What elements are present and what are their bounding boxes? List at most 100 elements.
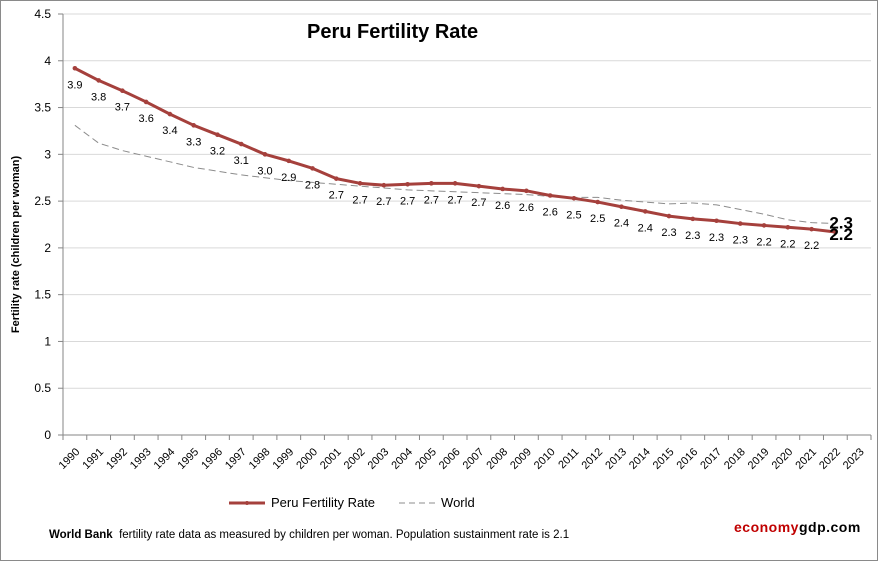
peru-point [524, 188, 529, 194]
y-tick-label: 2 [44, 241, 51, 255]
x-tick-label: 2016 [675, 446, 701, 472]
peru-data-label: 2.4 [638, 222, 653, 234]
peru-point [120, 88, 125, 94]
legend-peru-label: Peru Fertility Rate [271, 495, 376, 510]
x-tick-label: 1997 [223, 446, 249, 472]
x-tick-label: 2012 [579, 446, 605, 472]
peru-point [72, 65, 78, 71]
legend-peru-swatch [229, 500, 265, 505]
x-tick-label: 2002 [342, 446, 368, 472]
y-tick-label: 3 [44, 147, 51, 161]
peru-data-label: 2.3 [733, 235, 748, 247]
x-tick-label: 2007 [461, 446, 487, 472]
y-tick-label: 4.5 [34, 7, 51, 21]
peru-data-label: 2.9 [281, 172, 296, 184]
peru-data-label: 2.7 [400, 195, 415, 207]
x-tick-label: 2020 [770, 446, 796, 472]
peru-point [690, 216, 696, 222]
peru-point [357, 181, 363, 186]
x-tick-label: 2005 [413, 446, 439, 472]
peru-point [737, 221, 743, 226]
peru-point [286, 158, 292, 164]
peru-end-label: 2.2 [829, 225, 853, 244]
y-axis-label: Fertility rate (children per woman) [10, 156, 22, 334]
peru-data-label: 3.2 [210, 146, 225, 158]
peru-point [547, 193, 553, 198]
x-tick-label: 1992 [104, 446, 130, 472]
brand-logo: economygdp.com [734, 519, 861, 535]
peru-point [333, 176, 339, 181]
y-tick-label: 1.5 [34, 288, 51, 302]
y-tick-label: 3.5 [34, 101, 51, 115]
footer-note: World Bank fertility rate data as measur… [49, 529, 569, 541]
x-tick-label: 2021 [793, 446, 819, 472]
peru-point [833, 229, 838, 235]
brand-part1: economy [734, 519, 799, 535]
peru-data-label: 2.6 [495, 200, 510, 212]
x-tick-label: 2018 [722, 446, 748, 472]
peru-data-label: 2.2 [780, 238, 795, 250]
peru-point [476, 183, 482, 189]
x-tick-label: 2014 [627, 446, 653, 472]
x-tick-label: 2017 [698, 446, 724, 472]
peru-point [167, 111, 173, 117]
peru-point [238, 141, 244, 147]
peru-point [809, 226, 814, 232]
peru-data-label: 2.7 [329, 190, 344, 202]
peru-data-label: 3.9 [67, 79, 82, 91]
x-tick-label: 2015 [651, 446, 677, 472]
peru-point [761, 223, 767, 228]
peru-data-label: 2.2 [756, 236, 771, 248]
peru-data-label: 3.7 [115, 102, 130, 114]
peru-point [262, 152, 268, 157]
peru-data-label: 3.8 [91, 91, 106, 103]
world-line [74, 124, 836, 225]
x-tick-label: 2001 [318, 446, 344, 472]
peru-point [619, 204, 624, 210]
y-tick-label: 0 [44, 428, 51, 442]
x-tick-label: 1990 [57, 446, 83, 472]
peru-data-label: 3.0 [257, 165, 272, 177]
peru-data-label: 2.3 [661, 227, 676, 239]
peru-point [143, 99, 149, 105]
peru-data-label: 2.7 [376, 196, 391, 208]
peru-data-label: 2.7 [471, 197, 486, 209]
peru-point [666, 213, 672, 219]
peru-point [310, 166, 315, 171]
legend-world-label: World [441, 495, 475, 510]
peru-point [642, 209, 648, 214]
x-tick-label: 1999 [271, 446, 297, 472]
x-tick-label: 1993 [128, 446, 154, 472]
x-tick-label: 1991 [80, 446, 106, 472]
peru-data-label: 2.3 [709, 232, 724, 244]
peru-point [96, 78, 101, 83]
peru-point [452, 181, 458, 186]
peru-data-label: 2.5 [566, 209, 581, 221]
x-tick-label: 1994 [152, 446, 178, 472]
peru-point [500, 186, 505, 192]
brand-part2: gdp.com [798, 519, 861, 535]
peru-data-label: 3.1 [234, 155, 249, 167]
peru-data-label: 2.4 [614, 218, 629, 230]
peru-data-label: 2.6 [543, 206, 558, 218]
footer-source: World Bank [49, 529, 113, 541]
peru-point [215, 132, 220, 137]
peru-data-label: 2.7 [352, 194, 367, 206]
peru-point [405, 181, 410, 187]
x-tick-label: 2011 [556, 446, 581, 471]
x-tick-label: 2004 [389, 446, 415, 472]
peru-data-label: 2.7 [424, 194, 439, 206]
legend-world-swatch [399, 502, 436, 503]
peru-point [381, 182, 387, 188]
x-tick-label: 2023 [841, 446, 867, 472]
world-end-label: 2.3 [829, 214, 853, 233]
x-tick-label: 2010 [532, 446, 558, 472]
chart-title: Peru Fertility Rate [307, 21, 479, 43]
peru-data-label: 2.8 [305, 179, 320, 191]
x-tick-label: 2003 [366, 446, 392, 472]
x-tick-label: 2013 [603, 446, 629, 472]
peru-data-label: 3.6 [139, 113, 154, 125]
peru-data-label: 3.3 [186, 136, 201, 148]
x-tick-label: 1995 [175, 446, 201, 472]
